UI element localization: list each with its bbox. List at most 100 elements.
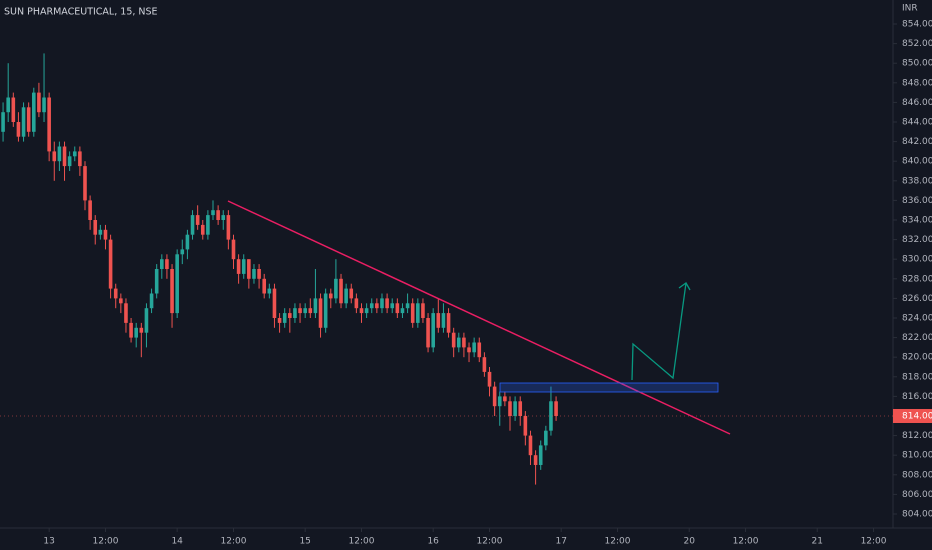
candle-body [93,220,98,235]
candle-body [42,97,46,113]
candle-body [277,317,282,323]
y-tick-label: 826.00 [902,294,932,304]
arrow-head [678,282,691,291]
candle-body [206,215,210,235]
y-tick-label: 810.00 [902,451,932,461]
candle-body [6,97,10,113]
candle-body [241,259,246,274]
candle-body [252,268,256,279]
candle-body [528,435,533,456]
y-tick-label: 854.00 [902,20,932,30]
y-tick-label: 804.00 [902,509,932,519]
candle-body [190,215,195,235]
candle-body [139,327,144,333]
candle-body [129,322,133,338]
candle-body [124,303,128,323]
x-tick-label: 13 [43,537,54,547]
candle-body [1,112,5,132]
candle-body [180,249,185,255]
candle-body [119,298,123,304]
candle-body [262,278,267,294]
y-tick-label: 830.00 [902,255,932,265]
projection-arrow [631,282,687,381]
candle-body [405,303,410,309]
candle-body [21,107,26,137]
candle-body [78,151,82,167]
candle-body [31,92,36,132]
candle-body [354,298,359,309]
x-tick-label: 12:00 [93,537,119,547]
candle-body [47,97,51,152]
candle-body [364,308,369,314]
candle-body [272,288,277,318]
candle-body [257,268,261,279]
y-tick-label: 844.00 [902,118,932,128]
candle-body [200,224,205,235]
candle-body [533,455,538,465]
candle-body [518,401,523,416]
candle-body [318,298,323,328]
candle-body [26,107,31,132]
candle-body [52,151,57,162]
candle-body [349,288,354,299]
candle-body [98,229,103,235]
y-tick-label: 816.00 [902,392,932,402]
candle-body [380,298,384,309]
candle-body [339,278,343,304]
candle-body [88,200,92,220]
candle-body [165,259,169,269]
y-tick-label: 832.00 [902,235,932,245]
y-tick-label: 838.00 [902,176,932,186]
candle-body [57,146,62,162]
candle-body [221,215,226,220]
candle-body [195,215,200,225]
candle-body [410,303,415,323]
zone-box [499,382,719,393]
candle-body [477,342,482,358]
candle-body [503,396,507,402]
x-tick-label: 14 [171,537,183,547]
candle-body [416,303,420,323]
x-tick-label: 21 [811,537,822,547]
candle-body [226,215,231,240]
candle-body [303,308,307,314]
x-tick-label: 17 [555,537,566,547]
candle-body [160,259,164,269]
candle-body [67,156,72,167]
candle-body [462,337,466,348]
candle-body [369,303,374,309]
candle-body [282,313,287,323]
y-tick-label: 806.00 [902,490,932,500]
candle-body [149,293,154,309]
x-tick-label: 12:00 [477,537,503,547]
candle-body [170,268,174,314]
candle-body [436,313,441,328]
candle-body [544,430,548,446]
candle-body [456,337,461,348]
x-tick-label: 20 [683,537,695,547]
candle-body [267,288,272,294]
candle-body [236,259,241,274]
candle-body [431,313,435,348]
candle-body [472,342,476,353]
candle-body [487,371,492,387]
candle-body [113,288,118,299]
candle-body [492,386,497,407]
candle-body [16,122,21,137]
x-tick-label: 16 [427,537,439,547]
y-tick-label: 840.00 [902,157,932,167]
y-tick-label: 850.00 [902,59,932,69]
candle-body [231,239,236,260]
y-tick-label: 852.00 [902,39,932,49]
candle-body [308,308,313,314]
candle-body [313,298,318,314]
candle-body [390,303,395,309]
candle-body [549,401,553,431]
y-tick-label: 846.00 [902,98,932,108]
y-tick-label: 824.00 [902,313,932,323]
candle-body [83,166,87,201]
candle-body [395,303,400,314]
y-tick-label: 848.00 [902,78,932,88]
candle-body [247,259,251,279]
